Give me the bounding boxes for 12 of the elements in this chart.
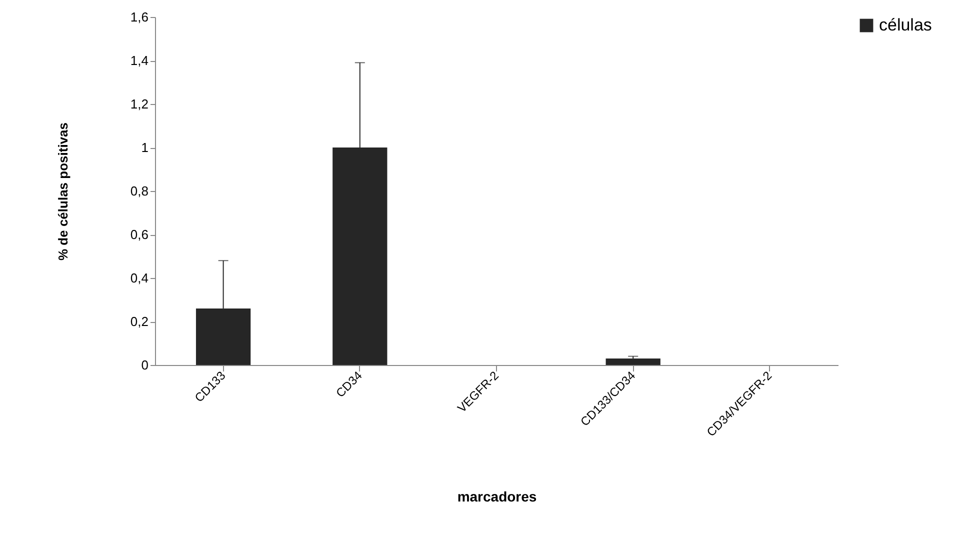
y-tick-label: 0 — [141, 358, 148, 372]
y-tick-label: 0,2 — [130, 314, 148, 329]
y-tick-label: 1 — [141, 140, 148, 155]
y-tick-label: 0,4 — [130, 270, 148, 286]
y-axis-title: % de células positivas — [55, 122, 70, 261]
y-tick-label: 0,8 — [130, 184, 148, 198]
y-tick-label: 1,4 — [130, 53, 148, 68]
x-axis-title: marcadores — [457, 488, 537, 505]
y-tick-label: 0,6 — [130, 227, 148, 242]
y-tick-label: 1,6 — [130, 10, 148, 24]
y-tick-label: 1,2 — [130, 96, 148, 112]
legend-label: células — [879, 16, 932, 34]
